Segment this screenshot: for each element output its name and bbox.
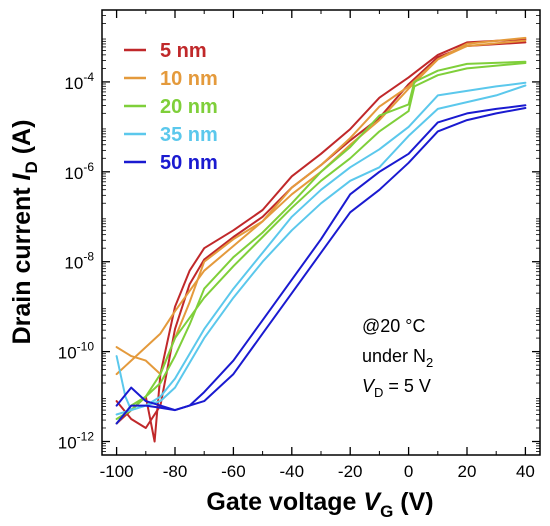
x-tick-label: -40 bbox=[280, 462, 305, 481]
x-tick-label: -20 bbox=[338, 462, 363, 481]
y-tick-label: 10-10 bbox=[58, 340, 95, 363]
x-tick-label: -80 bbox=[163, 462, 188, 481]
series-line-forward bbox=[115, 60, 527, 425]
series-line-forward bbox=[115, 104, 527, 425]
legend-label: 5 nm bbox=[160, 40, 207, 62]
y-tick-label: 10-6 bbox=[64, 160, 94, 183]
x-tick-label: 20 bbox=[458, 462, 477, 481]
y-tick-label: 10-8 bbox=[64, 250, 94, 273]
x-tick-label: 0 bbox=[404, 462, 413, 481]
x-tick-label: -60 bbox=[221, 462, 246, 481]
legend-label: 35 nm bbox=[160, 124, 218, 146]
y-tick-label: 10-4 bbox=[64, 70, 94, 93]
y-tick-label: 10-12 bbox=[58, 430, 95, 453]
annotation-line-3: VD = 5 V bbox=[362, 376, 431, 400]
legend: 5 nm 10 nm 20 nm 35 nm 50 nm bbox=[124, 40, 218, 174]
series-2 bbox=[115, 60, 527, 425]
annotation-line-2: under N2 bbox=[362, 346, 433, 370]
series-4 bbox=[115, 104, 527, 425]
series-0 bbox=[115, 38, 527, 443]
series-line-reverse bbox=[115, 84, 527, 416]
series-line-reverse bbox=[115, 107, 527, 412]
x-axis-title: Gate voltage VG (V) bbox=[206, 488, 433, 521]
series-line-reverse bbox=[115, 39, 527, 376]
x-tick-label: -100 bbox=[100, 462, 134, 481]
annotation-block: @20 °C under N2 VD = 5 V bbox=[362, 316, 433, 400]
y-axis-title: Drain current ID (A) bbox=[8, 120, 41, 345]
series-line-forward bbox=[115, 38, 527, 443]
series-curves bbox=[115, 36, 527, 443]
x-tick-label: 40 bbox=[516, 462, 535, 481]
y-tick-labels: 10-12 10-10 10-8 10-6 10-4 bbox=[58, 70, 95, 453]
series-line-reverse bbox=[115, 62, 527, 420]
x-tick-labels: -100 -80 -60 -40 -20 0 20 40 bbox=[100, 462, 535, 481]
legend-label: 50 nm bbox=[160, 152, 218, 174]
series-1 bbox=[115, 36, 527, 376]
axis-ticks bbox=[102, 10, 540, 455]
legend-label: 10 nm bbox=[160, 68, 218, 90]
legend-label: 20 nm bbox=[160, 96, 218, 118]
series-line-reverse bbox=[115, 41, 527, 429]
annotation-line-1: @20 °C bbox=[362, 316, 426, 336]
